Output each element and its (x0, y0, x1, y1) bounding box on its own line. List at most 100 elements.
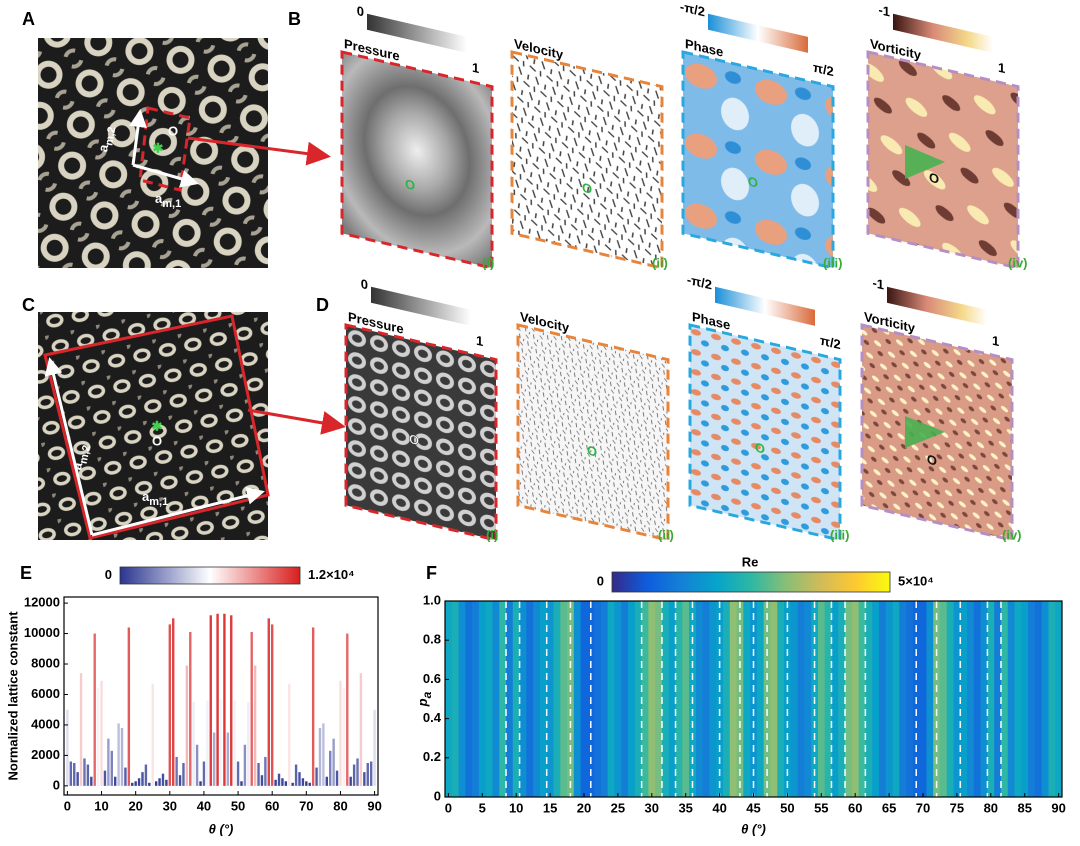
y-tick-label: 0.6 (423, 671, 441, 686)
heat-column (770, 601, 778, 797)
bar (322, 723, 325, 786)
colorbar (119, 566, 301, 585)
x-tick-label: 85 (1017, 800, 1031, 815)
origin-label: O (755, 440, 765, 457)
bar (117, 723, 120, 786)
heat-column (980, 601, 988, 797)
heat-column (973, 601, 982, 797)
lattice-vector (132, 163, 199, 188)
x-tick-label: 5 (479, 800, 486, 815)
axis-box (63, 596, 379, 796)
bar (76, 772, 79, 786)
bar (151, 683, 154, 786)
x-tick-label: 50 (231, 798, 245, 813)
heat-column (655, 601, 663, 797)
x-tick-label: 35 (678, 800, 692, 815)
heat-column (539, 601, 548, 797)
panel-label: F (426, 563, 437, 583)
bar (185, 665, 189, 786)
bar (325, 776, 329, 786)
colorbar (708, 13, 808, 53)
lattice-vector (91, 486, 265, 537)
bar (240, 781, 243, 786)
origin-label: O (405, 176, 415, 193)
map-image (342, 51, 492, 268)
origin-label: O (587, 443, 597, 460)
arrow-head (905, 145, 945, 179)
origin-label: O (748, 174, 758, 191)
heat-column (797, 601, 805, 797)
map-index: (i) (482, 255, 494, 270)
bar (134, 781, 137, 786)
x-tick-label: 50 (780, 800, 794, 815)
heat-column (1028, 601, 1036, 797)
x-tick-label: 90 (1051, 800, 1065, 815)
bar (226, 732, 230, 786)
bar (298, 772, 301, 786)
bar (257, 763, 260, 786)
colorbar-label: -π/2 (687, 272, 712, 293)
colorbar-label: -1 (878, 2, 890, 19)
heat-column (919, 601, 927, 797)
bar (270, 624, 274, 786)
bar (96, 688, 100, 786)
bar (369, 761, 373, 786)
bar (332, 738, 335, 786)
y-tick-label: 8000 (31, 655, 60, 670)
bar (124, 767, 127, 786)
heat-column (946, 601, 954, 797)
heat-column (845, 601, 853, 797)
colorbar-label: π/2 (813, 60, 834, 80)
bar (352, 764, 356, 786)
map-border (688, 323, 842, 542)
colorbar-tick-label: 5×10⁴ (898, 573, 934, 588)
heat-column (451, 601, 459, 797)
heat-column (661, 601, 670, 797)
x-tick-label: 65 (882, 800, 896, 815)
map-index: (iv) (1002, 527, 1022, 542)
bar (223, 613, 226, 786)
bar (113, 776, 117, 786)
colorbar (367, 13, 467, 53)
heat-column (743, 601, 751, 797)
colorbar (371, 286, 471, 326)
pattern-image (38, 38, 268, 268)
map-border (510, 50, 664, 270)
x-tick-label: 20 (577, 800, 591, 815)
y-tick-label: 10000 (24, 625, 60, 640)
heat-column (546, 601, 554, 797)
bar (202, 761, 206, 786)
unit-cell (138, 106, 192, 192)
bar (172, 618, 175, 786)
bar (356, 758, 359, 786)
heat-column (621, 601, 629, 797)
x-tick-label: 60 (265, 798, 279, 813)
heat-column (1000, 601, 1009, 797)
star: ✱ (152, 418, 163, 433)
bar (69, 761, 73, 786)
y-tick-label: 6000 (31, 686, 60, 701)
bar (243, 744, 247, 786)
heat-column (628, 601, 636, 797)
x-tick-label: 10 (94, 798, 108, 813)
vector-label: am,2 (96, 125, 119, 154)
bar (83, 758, 86, 786)
x-tick-label: 75 (950, 800, 964, 815)
zoom-arrow (247, 408, 346, 435)
map: Phase-π/2π/2O (680, 0, 835, 270)
x-tick-label: 0 (64, 798, 71, 813)
x-tick-label: 90 (367, 798, 381, 813)
bar (342, 688, 346, 786)
origin-label: O (152, 433, 162, 448)
map: Vorticity-11O (860, 275, 1014, 542)
heat-column (492, 601, 500, 797)
heat-column (526, 601, 534, 797)
heat-column (512, 601, 520, 797)
y-tick-label: 0.8 (423, 632, 441, 647)
map-image (346, 325, 496, 540)
bar (247, 702, 250, 786)
x-tick-label: 80 (333, 798, 347, 813)
y-axis-label: pa (415, 691, 434, 707)
bar (161, 773, 165, 786)
heat-column (994, 601, 1002, 797)
